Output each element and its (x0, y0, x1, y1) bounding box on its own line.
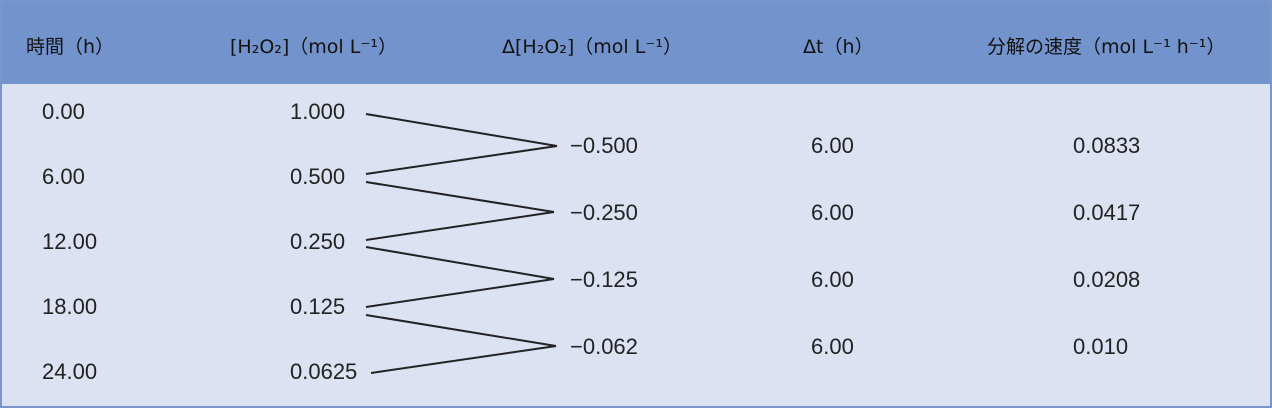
connector-line (370, 345, 557, 374)
connector-line (365, 278, 555, 308)
connector-line (365, 246, 555, 280)
delta-time-cell: 6.00 (811, 133, 854, 158)
delta-time-cell: 6.00 (811, 200, 854, 225)
time-cell: 0.00 (42, 99, 85, 124)
concentration-cell: 0.500 (290, 164, 346, 189)
connector-line (365, 181, 555, 213)
header-delta-time: Δt（h） (803, 36, 874, 58)
rate-cell: 0.0417 (1073, 200, 1141, 225)
rate-cell: 0.0833 (1073, 133, 1141, 158)
header-rate: 分解の速度（mol L⁻¹ h⁻¹） (987, 36, 1226, 58)
concentration-cell: 0.125 (290, 294, 346, 319)
delta-concentration-cell: −0.250 (570, 200, 638, 225)
time-cell: 6.00 (42, 164, 85, 189)
rate-cell: 0.0208 (1073, 267, 1141, 292)
time-cell: 24.00 (42, 359, 98, 384)
header-time: 時間（h） (26, 36, 115, 58)
delta-concentration-cell: −0.062 (570, 334, 638, 359)
connector-line (365, 145, 558, 175)
header-delta-concentration: Δ[H₂O₂]（mol L⁻¹） (502, 36, 682, 58)
header-concentration: [H₂O₂]（mol L⁻¹） (230, 36, 397, 58)
time-cell: 18.00 (42, 294, 98, 319)
table-header: 時間（h） [H₂O₂]（mol L⁻¹） Δ[H₂O₂]（mol L⁻¹） Δ… (2, 2, 1270, 84)
concentration-cell: 0.250 (290, 229, 346, 254)
connector-line (365, 314, 557, 347)
concentration-cell: 1.000 (290, 99, 346, 124)
concentration-cell: 0.0625 (290, 359, 358, 384)
connector-line (365, 211, 555, 241)
delta-time-cell: 6.00 (811, 334, 854, 359)
delta-time-cell: 6.00 (811, 267, 854, 292)
connector-line (365, 113, 558, 147)
delta-concentration-cell: −0.125 (570, 267, 638, 292)
time-cell: 12.00 (42, 229, 98, 254)
delta-concentration-cell: −0.500 (570, 133, 638, 158)
rate-cell: 0.010 (1073, 334, 1129, 359)
